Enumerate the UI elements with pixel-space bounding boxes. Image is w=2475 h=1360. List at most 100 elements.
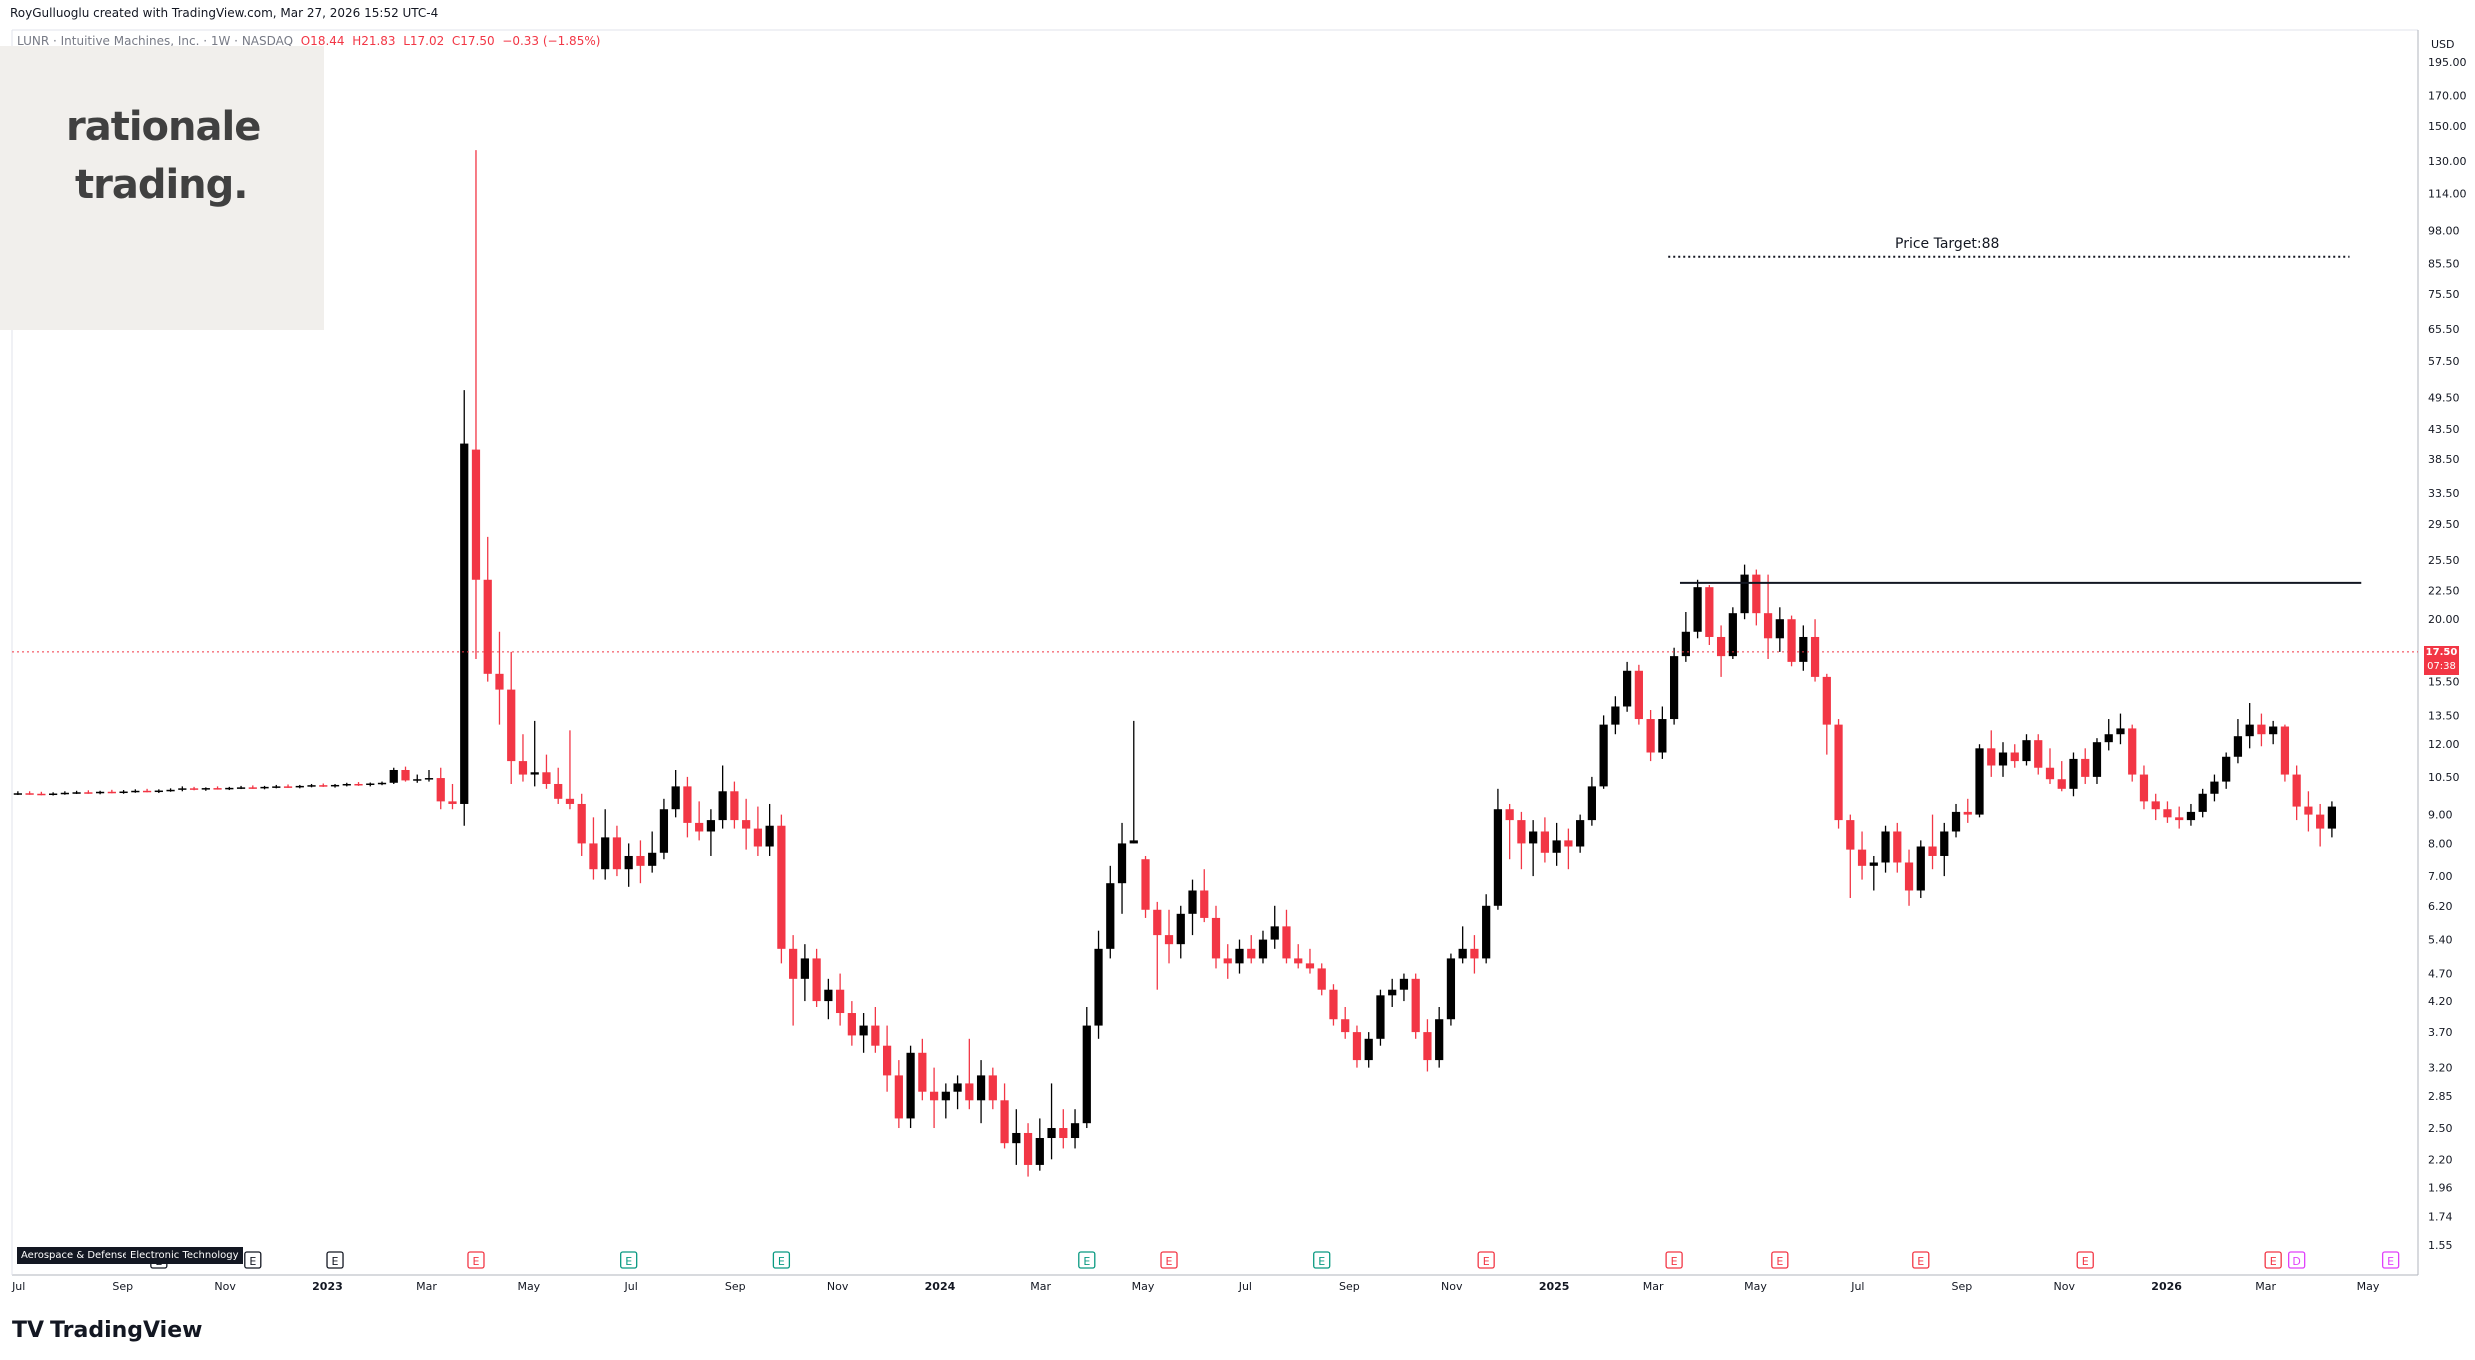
candle-body bbox=[1881, 831, 1890, 863]
event-box bbox=[772, 1251, 791, 1269]
symbol-legend[interactable]: LUNR · Intuitive Machines, Inc. · 1W · N… bbox=[17, 34, 600, 48]
price-axis[interactable]: 195.00 170.00 150.00 130.00 114.00 98.00 85.50… bbox=[2428, 56, 2467, 1252]
candle-body bbox=[1775, 619, 1784, 639]
candle-body bbox=[2069, 758, 2078, 789]
event-box bbox=[467, 1251, 485, 1269]
candle bbox=[354, 782, 363, 786]
candle bbox=[1399, 973, 1409, 1002]
candle-body bbox=[601, 837, 610, 870]
candle-body bbox=[929, 1091, 939, 1101]
candle-body bbox=[1070, 1123, 1080, 1139]
candle-body bbox=[1188, 890, 1197, 914]
candle-body bbox=[1681, 631, 1690, 657]
candle bbox=[330, 783, 340, 788]
candle bbox=[1435, 1006, 1444, 1068]
candle bbox=[1176, 905, 1185, 959]
watermark-line-2: trading. bbox=[75, 162, 248, 208]
candle-body bbox=[1294, 958, 1303, 964]
candle-body bbox=[49, 793, 58, 796]
candle bbox=[2198, 788, 2207, 818]
event-box bbox=[244, 1251, 262, 1269]
candle bbox=[554, 767, 563, 804]
candle-body bbox=[1059, 1128, 1068, 1139]
candle bbox=[1423, 1019, 1432, 1072]
candle bbox=[765, 803, 774, 856]
current-price: 17.50 bbox=[2425, 647, 2458, 658]
candle-body bbox=[894, 1075, 903, 1119]
candle-body bbox=[424, 778, 434, 780]
price-tick: 85.50 bbox=[2428, 258, 2460, 271]
credit-time: 15:52 UTC-4 bbox=[364, 6, 439, 20]
candle-body bbox=[354, 783, 363, 786]
candle bbox=[1987, 730, 1996, 777]
candle bbox=[1117, 822, 1127, 914]
chart-frame bbox=[11, 29, 2419, 1276]
candle-body bbox=[2245, 724, 2254, 737]
candle-body bbox=[1258, 939, 1268, 959]
candle-body bbox=[2128, 728, 2137, 775]
candle bbox=[2092, 738, 2102, 784]
candle bbox=[2233, 719, 2243, 764]
candle-body bbox=[1951, 811, 1961, 832]
candle bbox=[2269, 720, 2278, 745]
candle-body bbox=[1282, 926, 1291, 959]
candle-body bbox=[1035, 1138, 1044, 1165]
candle bbox=[283, 784, 293, 788]
candle bbox=[1388, 978, 1397, 1007]
sector-badge[interactable]: Aerospace & Defense bbox=[17, 1247, 133, 1264]
price-tick: 150.00 bbox=[2428, 120, 2467, 133]
candle bbox=[154, 789, 163, 794]
candle bbox=[812, 948, 821, 1007]
tradingview-logo[interactable]: TV TradingView bbox=[12, 1318, 202, 1343]
candle-body bbox=[2316, 814, 2325, 829]
candle bbox=[2116, 713, 2125, 745]
time-tick: Mar bbox=[1030, 1280, 1051, 1293]
candle-body bbox=[178, 788, 187, 790]
candle bbox=[1716, 625, 1726, 677]
candle-body bbox=[2104, 734, 2113, 743]
candle-body bbox=[119, 791, 128, 794]
candle-body bbox=[2175, 817, 2184, 821]
candle-body bbox=[1987, 748, 1996, 766]
candle bbox=[189, 786, 199, 791]
time-axis[interactable]: Jul Sep Nov 2023 Mar May Jul Sep Nov 2024 Mar May Ju… bbox=[11, 1280, 2380, 1293]
candle-body bbox=[636, 855, 645, 866]
candle-body bbox=[824, 989, 833, 1002]
candle bbox=[142, 788, 152, 793]
candle-body bbox=[847, 1013, 856, 1036]
event-box bbox=[1313, 1251, 1331, 1269]
event-box bbox=[2288, 1251, 2306, 1269]
candle bbox=[366, 782, 375, 787]
candle bbox=[401, 766, 410, 782]
candle-body bbox=[659, 809, 669, 853]
candle-body bbox=[1634, 670, 1643, 720]
candle bbox=[1822, 673, 1831, 755]
candle bbox=[1517, 811, 1526, 870]
candle-body bbox=[1305, 963, 1315, 969]
candle-body bbox=[941, 1091, 950, 1101]
currency-label[interactable]: USD bbox=[2431, 38, 2455, 51]
candle-body bbox=[1117, 843, 1127, 884]
candle-body bbox=[565, 798, 575, 804]
candle-body bbox=[1482, 905, 1491, 959]
candle-body bbox=[1752, 574, 1761, 614]
event-letter: E bbox=[625, 1255, 632, 1268]
candle-body bbox=[1235, 948, 1244, 964]
events-row: EEEEEEEEEEEEEEEDE bbox=[150, 1251, 2400, 1269]
candle-body bbox=[530, 772, 539, 775]
time-tick: May bbox=[517, 1280, 540, 1293]
candle-body bbox=[84, 792, 93, 794]
candle bbox=[342, 782, 351, 787]
candle bbox=[389, 767, 398, 784]
candle-body bbox=[1529, 831, 1538, 844]
candle-body bbox=[730, 791, 739, 821]
event-letter: E bbox=[778, 1255, 785, 1268]
candle bbox=[2151, 793, 2160, 821]
time-tick: May bbox=[2357, 1280, 2380, 1293]
candle bbox=[131, 789, 140, 793]
industry-badge[interactable]: Electronic Technology bbox=[126, 1247, 243, 1264]
time-tick: Mar bbox=[2255, 1280, 2276, 1293]
price-tick: 75.50 bbox=[2428, 288, 2460, 301]
time-tick: Jul bbox=[11, 1280, 25, 1293]
